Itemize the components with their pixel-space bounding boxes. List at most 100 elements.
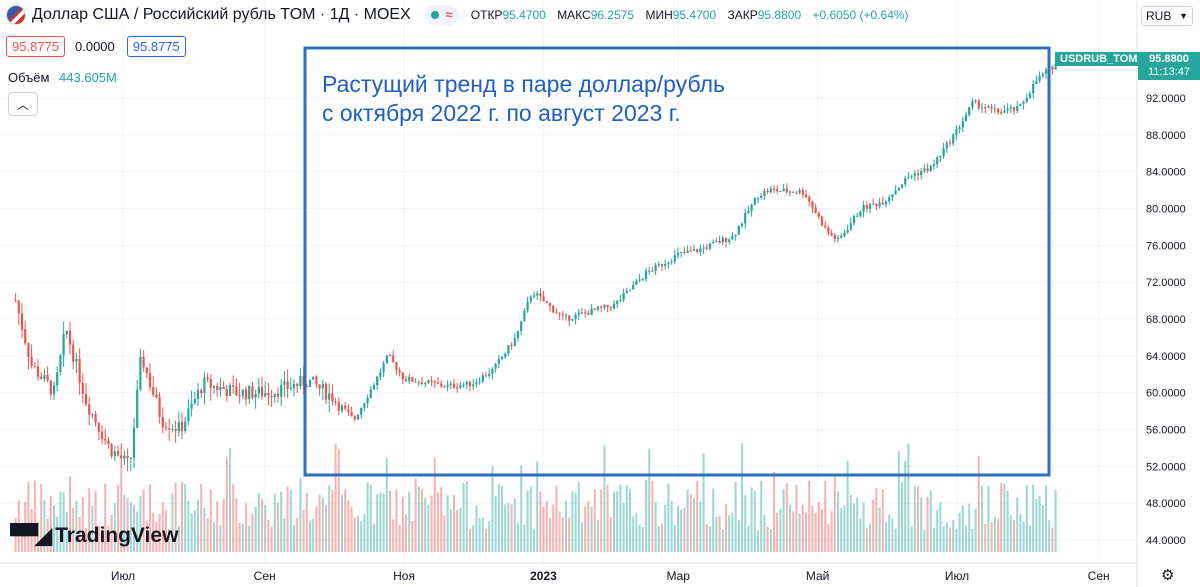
- candle-body: [1022, 101, 1025, 105]
- candle-body: [356, 414, 360, 420]
- volume-bar: [161, 502, 164, 552]
- time-tick-label: Сен: [254, 569, 276, 583]
- candle-body: [1054, 64, 1057, 70]
- candle-body: [436, 382, 440, 384]
- candle-body: [926, 168, 929, 171]
- tradingview-logo[interactable]: ▀▀◢ TradingView: [10, 523, 178, 549]
- candle-body: [97, 422, 100, 432]
- volume-bar: [664, 505, 667, 552]
- candle-body: [321, 383, 324, 389]
- candle-body: [772, 188, 776, 190]
- wave-icon: ≈: [445, 7, 453, 22]
- volume-bar: [494, 496, 497, 552]
- sell-button[interactable]: 95.8775: [6, 36, 65, 57]
- candle-body: [219, 386, 222, 391]
- volume-bar: [513, 498, 516, 552]
- volume-bar: [235, 498, 238, 552]
- market-status-toggle[interactable]: ≈: [424, 5, 459, 25]
- volume-bar: [696, 480, 699, 552]
- candle-body: [606, 304, 609, 308]
- volume-bar: [174, 482, 177, 552]
- candle-body: [427, 380, 430, 383]
- bid-ask-row: 95.8775 0.0000 95.8775: [6, 36, 186, 57]
- volume-bar: [113, 503, 116, 552]
- volume-bar: [321, 496, 324, 552]
- candle-body: [382, 363, 385, 373]
- candle-body: [984, 107, 987, 109]
- candle-body: [667, 262, 670, 264]
- volume-bar: [622, 503, 625, 552]
- tradingview-mark-icon: ▀▀◢: [10, 523, 52, 548]
- volume-bar: [680, 509, 683, 552]
- gear-icon[interactable]: ⚙: [1161, 567, 1175, 584]
- buy-button[interactable]: 95.8775: [126, 36, 186, 57]
- volume-bar: [453, 494, 456, 552]
- collapse-legend-button[interactable]: ︿: [8, 92, 38, 116]
- candle-body: [558, 313, 561, 315]
- volume-bar: [1025, 485, 1028, 552]
- volume-bar: [632, 516, 635, 552]
- volume-bar: [257, 493, 260, 552]
- volume-bar: [152, 512, 155, 552]
- candle-body: [673, 255, 676, 262]
- volume-bar: [193, 510, 196, 552]
- candle-body: [526, 301, 529, 311]
- candle-body: [228, 385, 232, 396]
- candle-body: [1051, 66, 1054, 70]
- volume-bar: [721, 529, 724, 552]
- volume-bar: [379, 492, 382, 552]
- price-axis: 44.0000 48.0000 52.0000 56.0000 60.0000 64.00…: [1146, 93, 1186, 547]
- volume-bar: [776, 512, 779, 552]
- volume-bar: [261, 499, 264, 552]
- candle-body: [651, 270, 654, 272]
- volume-bar: [110, 514, 113, 552]
- candle-body: [910, 175, 913, 177]
- candle-body: [184, 421, 187, 432]
- candle-body: [769, 188, 772, 193]
- candle-body: [942, 148, 945, 157]
- volume-bar: [312, 518, 315, 552]
- last-price-tag: 95.8800 11:13:47: [1138, 52, 1200, 80]
- price-tick-label: 60.0000: [1146, 388, 1186, 400]
- volume-bar: [139, 496, 142, 552]
- candle-body: [369, 389, 372, 398]
- volume-bar: [568, 517, 571, 552]
- volume-bar: [961, 505, 964, 552]
- candle-body: [273, 393, 276, 397]
- candle-body: [203, 377, 206, 394]
- volume-label: Объём: [8, 70, 50, 85]
- volume-bar: [686, 489, 689, 552]
- candle-body: [20, 313, 24, 330]
- volume-bar: [94, 490, 97, 552]
- candle-body: [712, 241, 715, 244]
- currency-selector[interactable]: RUB ▼: [1141, 6, 1193, 26]
- volume-bar: [539, 491, 542, 552]
- candle-body: [116, 451, 120, 456]
- candle-body: [644, 270, 648, 279]
- candle-body: [539, 293, 542, 297]
- candle-body: [830, 233, 833, 236]
- volume-bar: [549, 518, 552, 552]
- volume-bar: [485, 528, 488, 552]
- candle-body: [248, 386, 251, 400]
- volume-bar: [805, 512, 808, 552]
- symbol-title[interactable]: Доллар США / Российский рубль TOM · 1Д ·…: [32, 6, 411, 23]
- candle-body: [920, 171, 923, 176]
- candle-body: [859, 211, 862, 216]
- volume-bar: [43, 499, 46, 552]
- volume-bar: [213, 522, 216, 552]
- volume-bar: [520, 465, 523, 552]
- candle-body: [907, 176, 910, 179]
- volume-bar: [53, 505, 56, 552]
- volume-bar: [779, 508, 782, 552]
- volume-bar: [968, 503, 971, 552]
- volume-bar: [1048, 520, 1051, 552]
- volume-bar: [318, 494, 321, 552]
- candle-body: [510, 345, 513, 347]
- candle-body: [664, 263, 667, 266]
- candle-body: [94, 413, 97, 423]
- candle-body: [142, 357, 145, 368]
- volume-bar: [309, 520, 312, 552]
- volume-bar: [417, 486, 420, 552]
